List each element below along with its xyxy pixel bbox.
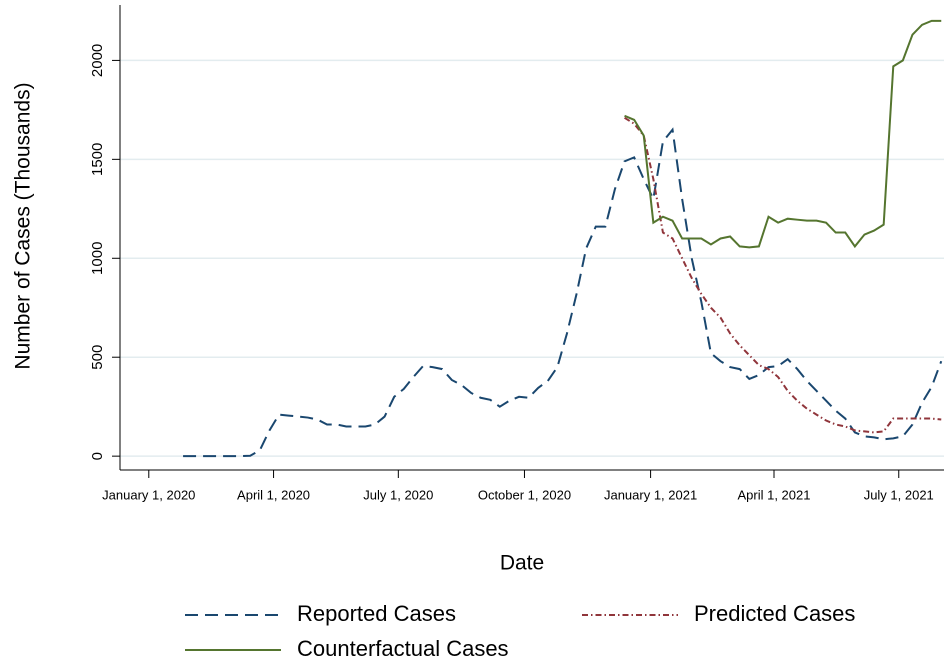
y-tick-label: 1000 [89, 242, 106, 275]
legend-label: Predicted Cases [694, 601, 855, 626]
series-line [183, 127, 943, 458]
y-tick-label: 1500 [89, 143, 106, 176]
series-line [624, 19, 942, 249]
x-tick-label: October 1, 2020 [478, 487, 571, 502]
y-tick-label: 0 [89, 452, 106, 460]
y-tick-label: 2000 [89, 44, 106, 77]
x-tick-label: April 1, 2021 [737, 487, 810, 502]
y-tick-label: 500 [89, 345, 106, 370]
x-tick-label: July 1, 2020 [363, 487, 433, 502]
y-axis-label: Number of Cases (Thousands) [12, 82, 35, 369]
x-tick-label: January 1, 2020 [102, 487, 195, 502]
x-tick-label: January 1, 2021 [604, 487, 697, 502]
legend-label: Reported Cases [297, 601, 456, 626]
x-axis-label: Date [500, 552, 544, 575]
x-tick-label: April 1, 2020 [237, 487, 310, 502]
legend-label: Counterfactual Cases [297, 636, 509, 661]
x-tick-label: July 1, 2021 [864, 487, 934, 502]
series-line [624, 116, 942, 434]
